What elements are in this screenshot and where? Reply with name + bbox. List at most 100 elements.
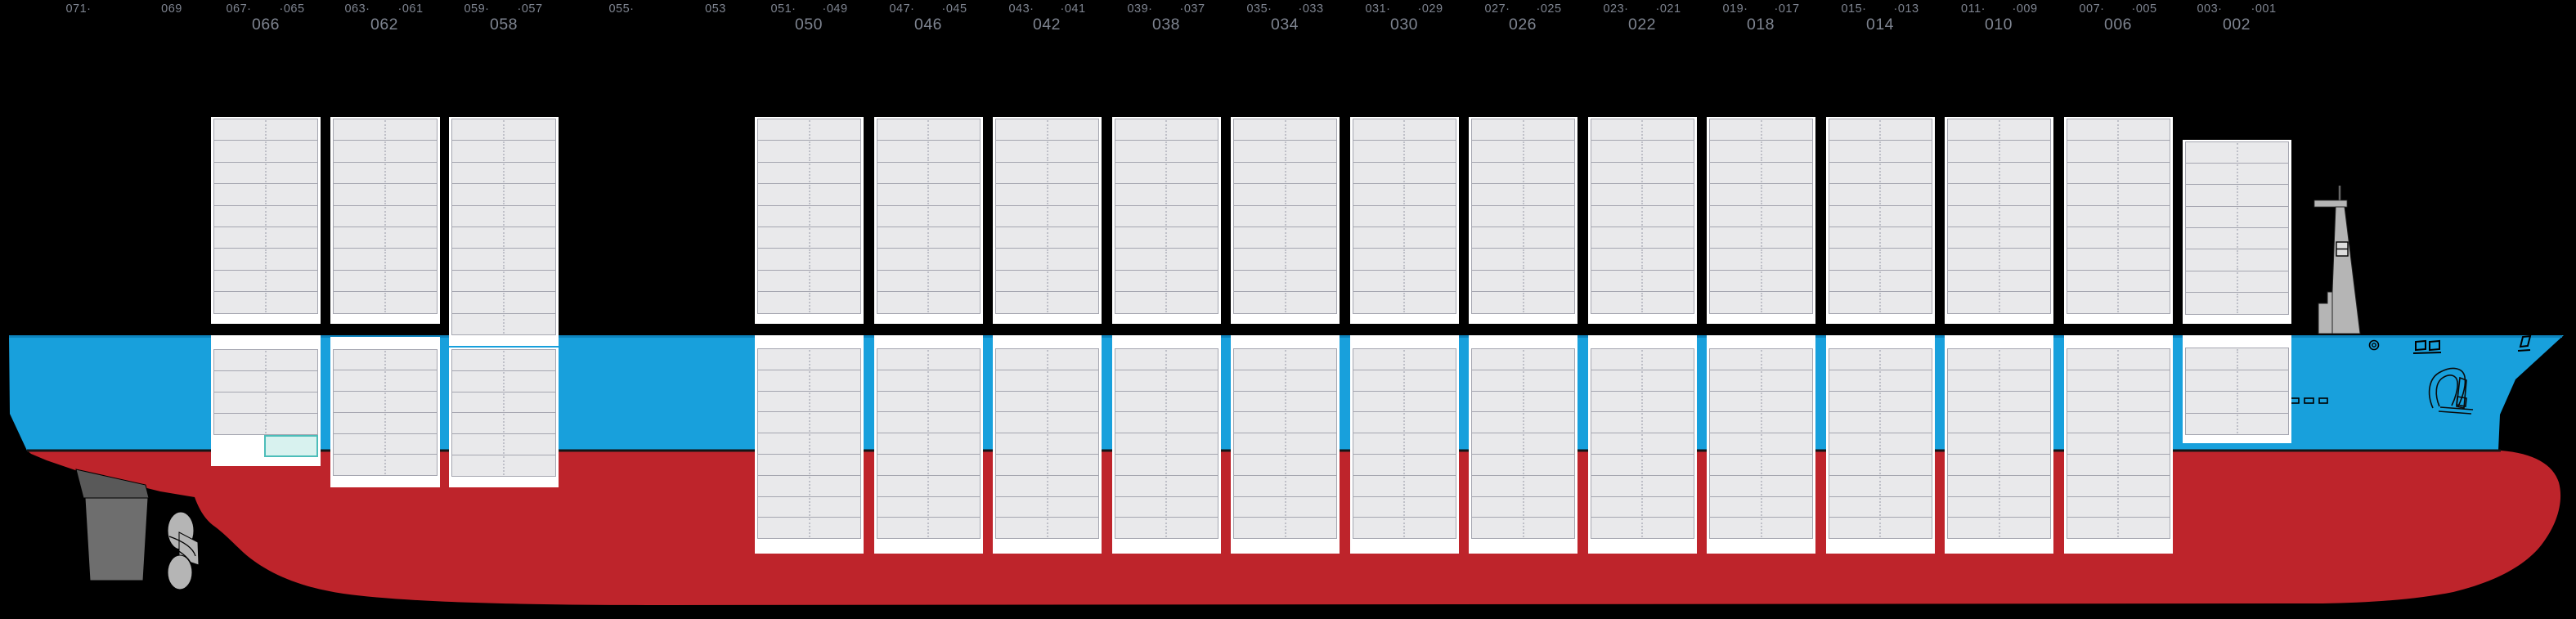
slot-row[interactable]	[995, 433, 1099, 455]
slot-row[interactable]	[1709, 411, 1813, 434]
slot-row[interactable]	[213, 269, 318, 293]
slot-row[interactable]	[1709, 204, 1813, 227]
slot-row[interactable]	[1352, 140, 1456, 163]
slot-row[interactable]	[1828, 411, 1932, 434]
slot-row[interactable]	[2066, 140, 2170, 163]
slot-row[interactable]	[1828, 474, 1932, 497]
slot-row[interactable]	[995, 474, 1099, 497]
slot-row[interactable]	[1709, 226, 1813, 249]
slot-row[interactable]	[451, 291, 556, 314]
slot-row[interactable]	[995, 140, 1099, 163]
slot-row[interactable]	[1114, 119, 1218, 141]
slot-row[interactable]	[1352, 474, 1456, 497]
slot-row[interactable]	[1590, 161, 1694, 185]
slot-row[interactable]	[2185, 141, 2289, 164]
slot-row[interactable]	[1114, 411, 1218, 434]
slot-row[interactable]	[995, 226, 1099, 249]
slot-row[interactable]	[2185, 162, 2289, 186]
slot-row[interactable]	[451, 454, 556, 477]
slot-row[interactable]	[1114, 269, 1218, 293]
slot-row[interactable]	[876, 291, 981, 314]
slot-row[interactable]	[2185, 412, 2289, 435]
slot-row[interactable]	[1709, 291, 1813, 314]
slot-row[interactable]	[213, 291, 318, 314]
slot-row[interactable]	[1352, 248, 1456, 271]
slot-row[interactable]	[757, 517, 861, 540]
slot-row[interactable]	[1947, 161, 2051, 185]
slot-row[interactable]	[213, 226, 318, 249]
slot-row[interactable]	[1114, 226, 1218, 249]
slot-row[interactable]	[1233, 474, 1337, 497]
slot-row[interactable]	[1233, 453, 1337, 476]
slot-row[interactable]	[1233, 433, 1337, 455]
slot-row[interactable]	[2066, 390, 2170, 413]
slot-row[interactable]	[1709, 474, 1813, 497]
slot-row[interactable]	[757, 433, 861, 455]
slot-row[interactable]	[1947, 183, 2051, 206]
slot-row[interactable]	[876, 411, 981, 434]
slot-row[interactable]	[451, 370, 556, 392]
slot-row[interactable]	[332, 411, 438, 434]
slot-row[interactable]	[1233, 248, 1337, 271]
slot-row[interactable]	[876, 248, 981, 271]
slot-row[interactable]	[1828, 390, 1932, 413]
slot-row[interactable]	[995, 517, 1099, 540]
slot-row[interactable]	[1471, 204, 1575, 227]
slot-row[interactable]	[1233, 411, 1337, 434]
slot-row[interactable]	[2066, 204, 2170, 227]
slot-row[interactable]	[1471, 291, 1575, 314]
slot-row[interactable]	[1114, 390, 1218, 413]
slot-row[interactable]	[2066, 411, 2170, 434]
slot-row[interactable]	[995, 269, 1099, 293]
slot-row[interactable]	[757, 161, 861, 185]
slot-row[interactable]	[876, 433, 981, 455]
slot-row[interactable]	[1947, 291, 2051, 314]
slot-row[interactable]	[1471, 348, 1575, 370]
slot-row[interactable]	[213, 183, 318, 206]
slot-row[interactable]	[1114, 291, 1218, 314]
slot-row[interactable]	[213, 248, 318, 271]
slot-row[interactable]	[1590, 411, 1694, 434]
slot-row[interactable]	[1947, 411, 2051, 434]
slot-row[interactable]	[1233, 390, 1337, 413]
slot-row[interactable]	[1947, 390, 2051, 413]
slot-row[interactable]	[995, 369, 1099, 392]
slot-row[interactable]	[1828, 517, 1932, 540]
slot-row[interactable]	[451, 391, 556, 414]
slot-row[interactable]	[1352, 390, 1456, 413]
slot-row[interactable]	[995, 183, 1099, 206]
slot-row[interactable]	[1471, 248, 1575, 271]
slot-row[interactable]	[1114, 474, 1218, 497]
slot-row[interactable]	[1828, 348, 1932, 370]
slot-row[interactable]	[876, 226, 981, 249]
slot-row[interactable]	[2066, 161, 2170, 185]
slot-row[interactable]	[1590, 140, 1694, 163]
slot-row[interactable]	[876, 474, 981, 497]
slot-row[interactable]	[1828, 204, 1932, 227]
slot-row[interactable]	[1947, 496, 2051, 518]
slot-row[interactable]	[1233, 517, 1337, 540]
slot-row[interactable]	[1947, 369, 2051, 392]
slot-row[interactable]	[757, 291, 861, 314]
slot-row[interactable]	[213, 140, 318, 163]
slot-row[interactable]	[1828, 161, 1932, 185]
slot-row[interactable]	[1590, 248, 1694, 271]
slot-row[interactable]	[1590, 474, 1694, 497]
slot-row[interactable]	[1828, 119, 1932, 141]
slot-row[interactable]	[876, 183, 981, 206]
slot-row[interactable]	[1114, 161, 1218, 185]
slot-row[interactable]	[1709, 369, 1813, 392]
slot-row[interactable]	[1947, 204, 2051, 227]
slot-row[interactable]	[1233, 204, 1337, 227]
slot-row[interactable]	[451, 204, 556, 227]
slot-row[interactable]	[995, 248, 1099, 271]
slot-row[interactable]	[1352, 291, 1456, 314]
slot-row[interactable]	[1352, 269, 1456, 293]
slot-row[interactable]	[1709, 453, 1813, 476]
slot-row[interactable]	[332, 226, 438, 249]
slot-row[interactable]	[1828, 140, 1932, 163]
slot-row[interactable]	[876, 348, 981, 370]
slot-row[interactable]	[1233, 369, 1337, 392]
slot-row[interactable]	[1590, 517, 1694, 540]
slot-row[interactable]	[876, 369, 981, 392]
